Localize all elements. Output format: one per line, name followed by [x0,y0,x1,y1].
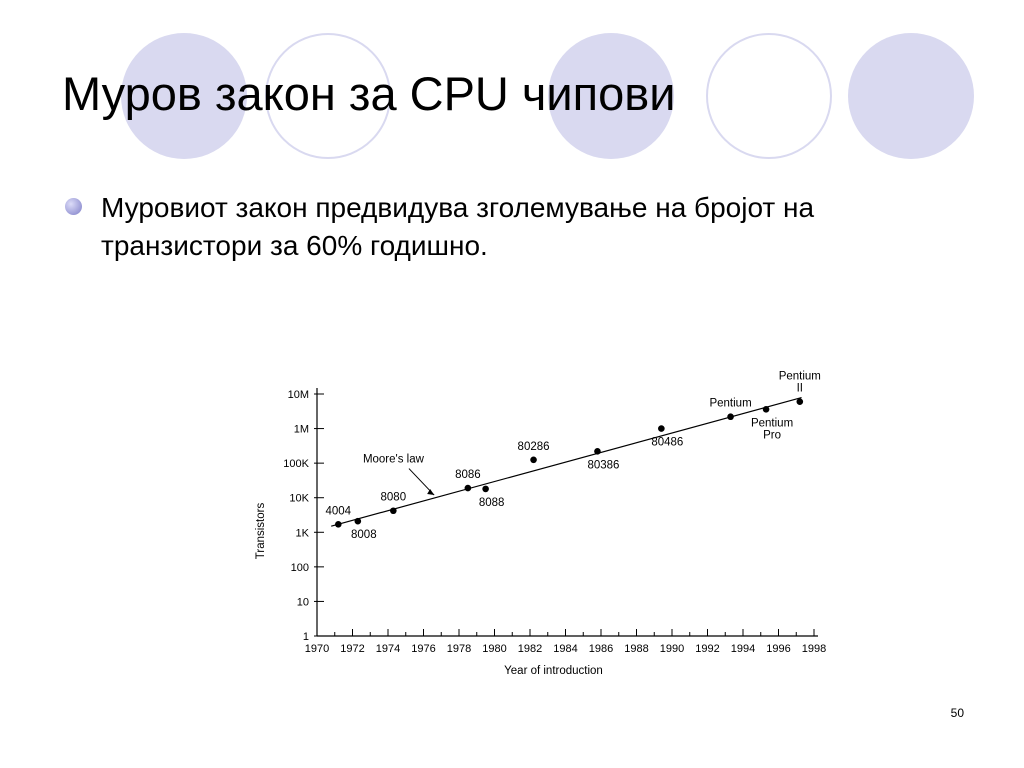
decorative-circle [265,33,391,159]
data-point [482,485,489,493]
x-tick-label: 1972 [340,643,364,655]
data-point-label: 80486 [651,437,683,449]
x-tick-label: 1994 [731,643,755,655]
y-tick-label: 1 [303,631,309,643]
x-tick-label: 1996 [766,643,790,655]
y-tick-label: 100K [283,458,309,470]
decorative-circle [706,33,832,159]
moores-law-label: Moore's law [363,454,425,466]
x-tick-label: 1978 [447,643,471,655]
x-tick-label: 1988 [624,643,648,655]
y-tick-label: 1M [294,424,309,436]
decorative-circle [548,33,674,159]
data-point [594,448,601,455]
x-tick-label: 1984 [553,643,577,655]
y-tick-label: 10M [288,389,309,401]
x-tick-label: 1974 [376,643,400,655]
data-point-label: 80386 [587,459,619,471]
data-point [354,517,362,525]
decorative-circle [121,33,247,159]
y-tick-label: 10 [297,596,309,608]
data-point-label: 8080 [381,492,407,504]
data-point-label: 8088 [479,497,505,509]
x-tick-label: 1970 [305,643,329,655]
data-point-label: Pentium [779,371,821,383]
data-point [762,406,770,413]
x-tick-label: 1986 [589,643,613,655]
x-tick-label: 1990 [660,643,684,655]
data-point-label: Pentium [751,417,793,429]
moores-law-chart: 1 10 100 1K 10K 100K 1M 10M 1970 1972 1974 1976 1978… [255,371,826,677]
bullet-text: Муровиот закон предвидува зголемување на… [101,192,815,261]
x-tick-label: 1982 [518,643,542,655]
data-point-label: 8008 [351,529,377,541]
y-tick-label: 100 [291,562,309,574]
moores-law-trend-line [331,396,802,527]
data-point-label: Pentium [709,398,751,410]
decorative-circle [848,33,974,159]
data-point-label: 8086 [455,469,481,481]
bullet-icon [65,198,82,215]
data-point-label: 80286 [518,441,550,453]
data-point-label: Pro [763,429,781,441]
data-point [727,413,734,421]
y-axis-label: Transistors [255,503,267,560]
data-point-label: II [797,383,803,395]
data-point [658,425,665,432]
page-number: 50 [950,706,964,720]
data-point [530,456,537,464]
x-tick-label: 1976 [411,643,435,655]
slide-title: Муров закон за CPU чипови [62,67,676,120]
x-tick-label: 1980 [482,643,506,655]
y-tick-label: 10K [289,493,309,505]
data-point [464,484,472,492]
data-point [796,398,804,405]
data-point [335,521,342,528]
data-point [390,507,397,515]
x-tick-label: 1992 [695,643,719,655]
moores-law-arrowhead [427,489,435,496]
data-point-label: 4004 [326,505,352,517]
x-tick-label: 1998 [802,643,826,655]
x-axis-label: Year of introduction [504,665,603,677]
y-tick-label: 1K [296,527,310,539]
